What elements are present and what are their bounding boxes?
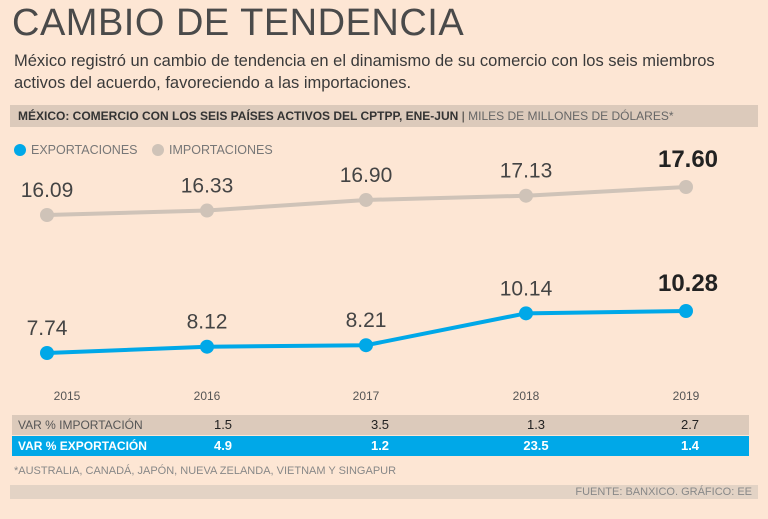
data-point <box>519 306 533 321</box>
data-point <box>200 339 214 354</box>
chart-title: CAMBIO DE TENDENCIA <box>12 2 465 44</box>
x-tick-label: 2016 <box>194 389 221 403</box>
data-label: 8.21 <box>346 309 387 332</box>
line-chart: 7.74 8.12 8.21 10.14 10.28 16.09 16.33 16.90 17.… <box>21 146 718 403</box>
row-label: VAR % IMPORTACIÓN <box>18 418 143 432</box>
legend-exports-label: EXPORTACIONES <box>31 143 138 157</box>
legend-imports-dot-icon <box>152 144 164 156</box>
data-label: 17.13 <box>500 160 553 183</box>
row-label: VAR % EXPORTACIÓN <box>18 439 147 453</box>
band-units: MILES DE MILLONES DE DÓLARES* <box>468 109 674 123</box>
cell: 4.9 <box>213 438 233 453</box>
legend-imports-label: IMPORTACIONES <box>169 143 273 157</box>
x-tick-label: 2018 <box>513 389 540 403</box>
source-text: FUENTE: BANXICO. GRÁFICO: EE <box>575 486 752 498</box>
data-label: 8.12 <box>187 311 228 334</box>
footnote: *AUSTRALIA, CANADÁ, JAPÓN, NUEVA ZELANDA… <box>14 465 397 477</box>
data-point <box>200 203 214 218</box>
data-point <box>679 180 693 194</box>
data-label: 17.60 <box>658 146 718 173</box>
data-label: 16.33 <box>181 175 234 198</box>
data-point <box>40 208 54 222</box>
cell: 2.7 <box>680 417 700 432</box>
legend-exports-dot-icon <box>14 144 26 156</box>
data-label: 10.28 <box>658 270 718 297</box>
cell: 1.3 <box>526 417 546 432</box>
x-tick-label: 2017 <box>353 389 380 403</box>
data-label: 7.74 <box>27 317 68 340</box>
chart-header-band: MÉXICO: COMERCIO CON LOS SEIS PAÍSES ACT… <box>10 105 758 127</box>
table-row-import: VAR % IMPORTACIÓN 1.5 3.5 1.3 2.7 <box>12 415 749 435</box>
band-title: MÉXICO: COMERCIO CON LOS SEIS PAÍSES ACT… <box>18 109 459 123</box>
cell: 3.5 <box>370 417 390 432</box>
data-point <box>679 304 693 318</box>
cell: 1.2 <box>370 438 390 453</box>
data-point <box>359 338 373 353</box>
legend-imports: IMPORTACIONES <box>152 143 273 157</box>
data-label: 10.14 <box>500 277 553 300</box>
band-separator: | <box>461 109 465 123</box>
cell: 1.5 <box>213 417 233 432</box>
legend-exports: EXPORTACIONES <box>14 143 138 157</box>
table-row-export: VAR % EXPORTACIÓN 4.9 1.2 23.5 1.4 <box>12 436 749 456</box>
data-point <box>359 192 373 207</box>
chart-subtitle: México registró un cambio de tendencia e… <box>14 52 715 92</box>
x-tick-label: 2015 <box>54 389 81 403</box>
source-bar: FUENTE: BANXICO. GRÁFICO: EE <box>10 485 758 499</box>
x-tick-label: 2019 <box>673 389 700 403</box>
cell: 23.5 <box>523 438 549 453</box>
data-label: 16.09 <box>21 179 74 202</box>
data-point <box>519 188 533 203</box>
cell: 1.4 <box>680 438 700 453</box>
data-label: 16.90 <box>340 164 393 187</box>
data-point <box>40 346 54 360</box>
